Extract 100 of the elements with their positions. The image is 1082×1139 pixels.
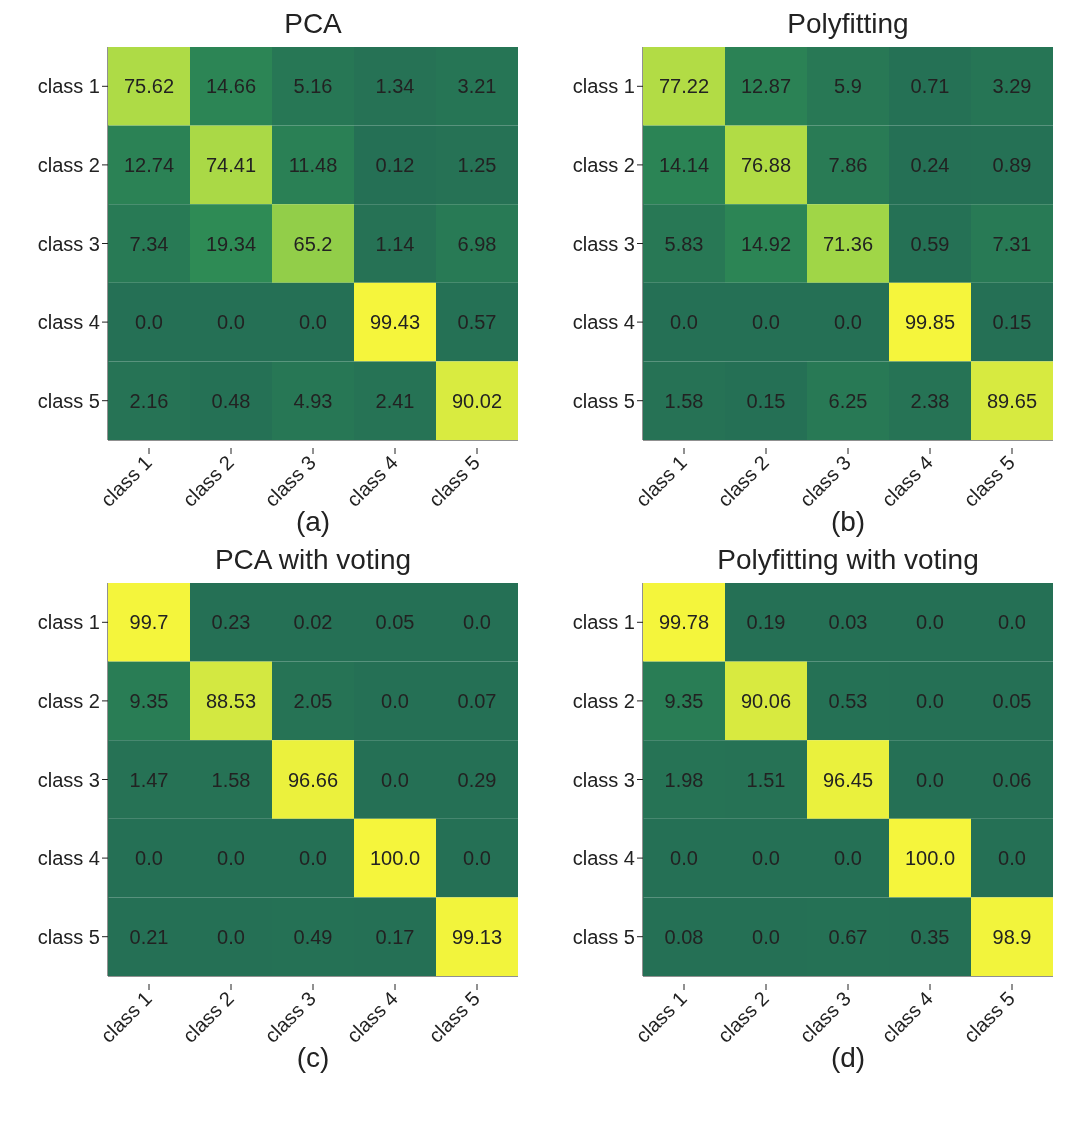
data-label: 0.0 <box>217 847 245 870</box>
data-label: 0.17 <box>375 925 415 948</box>
data-label: 0.0 <box>381 768 409 791</box>
data-label: 1.58 <box>664 389 704 412</box>
data-label: 0.0 <box>217 311 245 334</box>
data-label: 1.51 <box>746 768 786 791</box>
data-label: 3.29 <box>992 75 1032 98</box>
data-label: 0.0 <box>834 311 862 334</box>
data-label: 6.98 <box>457 232 497 255</box>
data-label: 1.14 <box>375 232 415 255</box>
data-label: 0.49 <box>293 925 333 948</box>
y-tick-label: class 4 <box>572 847 635 870</box>
data-label: 76.88 <box>740 153 792 176</box>
data-label: 0.07 <box>457 689 497 712</box>
y-tick-label: class 1 <box>572 75 635 98</box>
data-label: 96.45 <box>822 768 874 791</box>
data-label: 96.66 <box>287 768 339 791</box>
y-tick-label: class 3 <box>37 232 100 255</box>
data-label: 99.85 <box>904 311 956 334</box>
data-label: 1.47 <box>129 768 169 791</box>
chart-title: PCA <box>283 8 343 41</box>
data-label: 0.08 <box>664 925 704 948</box>
data-label: 0.0 <box>463 847 491 870</box>
data-label: 9.35 <box>129 689 169 712</box>
y-tick-label: class 3 <box>37 768 100 791</box>
data-label: 0.0 <box>670 847 698 870</box>
data-label: 0.23 <box>211 611 251 634</box>
data-label: 14.14 <box>658 153 710 176</box>
data-label: 0.67 <box>828 925 868 948</box>
data-label: 0.0 <box>217 925 245 948</box>
data-label: 5.16 <box>293 75 333 98</box>
y-tick-label: class 5 <box>37 389 100 412</box>
data-label: 0.0 <box>916 768 944 791</box>
data-label: 0.0 <box>299 847 327 870</box>
data-label: 0.0 <box>916 689 944 712</box>
y-tick-label: class 3 <box>572 232 635 255</box>
data-label: 0.0 <box>381 689 409 712</box>
data-label: 3.21 <box>457 75 497 98</box>
data-label: 74.41 <box>205 153 257 176</box>
y-tick-label: class 4 <box>572 311 635 334</box>
data-label: 0.24 <box>910 153 950 176</box>
y-tick-label: class 2 <box>572 154 635 176</box>
data-label: 0.15 <box>992 311 1032 334</box>
data-label: 0.59 <box>910 232 950 255</box>
data-label: 0.53 <box>828 689 868 712</box>
data-label: 0.89 <box>992 153 1032 176</box>
y-tick-label: class 4 <box>37 311 100 334</box>
data-label: 0.15 <box>746 389 786 412</box>
chart-title: Polyfitting <box>786 8 910 41</box>
y-tick-label: class 2 <box>37 154 100 176</box>
data-label: 99.7 <box>129 611 169 634</box>
data-label: 9.35 <box>664 689 704 712</box>
data-label: 7.31 <box>992 232 1032 255</box>
data-label: 98.9 <box>992 925 1032 948</box>
data-label: 0.48 <box>211 389 251 412</box>
data-label: 0.0 <box>998 847 1026 870</box>
data-label: 0.0 <box>916 611 944 634</box>
data-label: 0.0 <box>752 311 780 334</box>
data-label: 2.41 <box>375 389 415 412</box>
data-label: 7.86 <box>828 153 868 176</box>
y-tick-label: class 2 <box>572 690 635 712</box>
data-label: 2.05 <box>293 689 333 712</box>
data-label: 11.48 <box>288 153 338 176</box>
data-label: 12.74 <box>123 153 175 176</box>
data-label: 4.93 <box>293 389 333 412</box>
data-label: 1.25 <box>457 153 497 176</box>
data-label: 0.0 <box>135 311 163 334</box>
data-label: 0.19 <box>746 611 786 634</box>
data-label: 0.0 <box>463 611 491 634</box>
data-label: 14.66 <box>205 75 257 98</box>
data-label: 1.98 <box>664 768 704 791</box>
data-label: 88.53 <box>205 689 257 712</box>
data-label: 2.16 <box>129 389 169 412</box>
data-label: 0.0 <box>834 847 862 870</box>
data-label: 90.02 <box>451 389 503 412</box>
data-label: 0.05 <box>375 611 415 634</box>
text: (b) <box>830 506 866 537</box>
data-label: 77.22 <box>658 75 710 98</box>
y-tick-label: class 1 <box>572 611 635 634</box>
data-label: 0.0 <box>752 925 780 948</box>
data-label: 0.57 <box>457 311 497 334</box>
y-tick-label: class 5 <box>37 925 100 948</box>
data-label: 5.83 <box>664 232 704 255</box>
text: (c) <box>296 1042 330 1073</box>
data-label: 0.06 <box>992 768 1032 791</box>
data-label: 0.0 <box>135 847 163 870</box>
text: (a) <box>295 506 331 537</box>
data-label: 1.34 <box>375 75 415 98</box>
data-label: 90.06 <box>740 689 792 712</box>
data-label: 71.36 <box>822 232 874 255</box>
data-label: 5.9 <box>834 75 862 98</box>
data-label: 89.65 <box>986 389 1038 412</box>
y-tick-label: class 1 <box>37 611 100 634</box>
data-label: 65.2 <box>293 232 333 255</box>
y-tick-label: class 1 <box>37 75 100 98</box>
data-label: 0.0 <box>998 611 1026 634</box>
data-label: 6.25 <box>828 389 868 412</box>
y-tick-label: class 2 <box>37 690 100 712</box>
chart-title: PCA with voting <box>213 544 413 577</box>
y-tick-label: class 3 <box>572 768 635 791</box>
